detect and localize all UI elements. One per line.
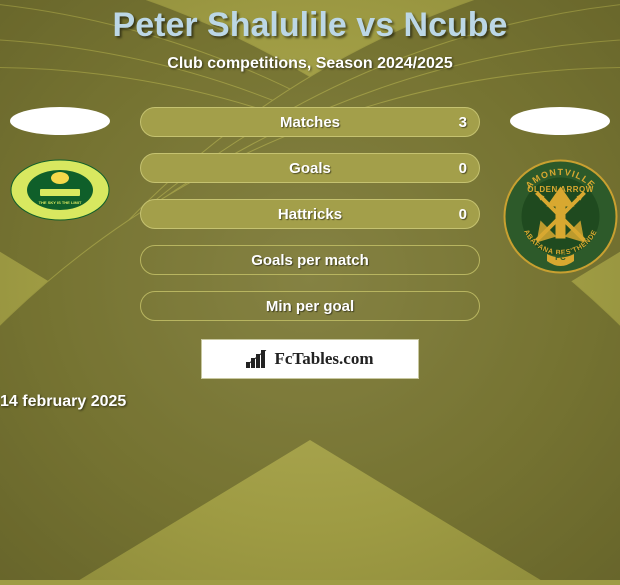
comparison-date: 14 february 2025 xyxy=(0,393,620,411)
svg-text:OLDEN ARROW: OLDEN ARROW xyxy=(527,185,594,194)
stat-value-right: 3 xyxy=(459,114,467,131)
stat-row: Min per goal xyxy=(140,291,480,321)
right-team-logo: AMONTVILLE ABAFANA BES'THENDE xyxy=(503,159,618,274)
left-team-logo: THE SKY IS THE LIMIT xyxy=(10,159,110,221)
stat-row: Goals per match xyxy=(140,245,480,275)
svg-text:THE SKY IS THE LIMIT: THE SKY IS THE LIMIT xyxy=(39,200,82,205)
comparison-area: THE SKY IS THE LIMIT AMONTVILLE xyxy=(0,107,620,411)
stat-row: Hattricks 0 xyxy=(140,199,480,229)
stat-value-right: 0 xyxy=(459,206,467,223)
right-player-photo-placeholder xyxy=(510,107,610,135)
stat-label: Min per goal xyxy=(266,298,354,315)
stat-row: Goals 0 xyxy=(140,153,480,183)
stat-label: Hattricks xyxy=(278,206,342,223)
stat-label: Matches xyxy=(280,114,340,131)
chart-icon xyxy=(246,350,268,368)
stat-label: Goals per match xyxy=(251,252,369,269)
page-subtitle: Club competitions, Season 2024/2025 xyxy=(167,55,452,73)
stat-value-right: 0 xyxy=(459,160,467,177)
stat-label: Goals xyxy=(289,160,331,177)
watermark: FcTables.com xyxy=(201,339,419,379)
stat-table: Matches 3 Goals 0 Hattricks 0 Goals per match M… xyxy=(140,107,480,321)
right-player-column: AMONTVILLE ABAFANA BES'THENDE xyxy=(500,107,620,274)
watermark-text: FcTables.com xyxy=(274,349,373,369)
svg-text:FC: FC xyxy=(555,253,566,262)
page-title: Peter Shalulile vs Ncube xyxy=(113,6,508,45)
left-player-photo-placeholder xyxy=(10,107,110,135)
stat-row: Matches 3 xyxy=(140,107,480,137)
left-player-column: THE SKY IS THE LIMIT xyxy=(0,107,120,221)
